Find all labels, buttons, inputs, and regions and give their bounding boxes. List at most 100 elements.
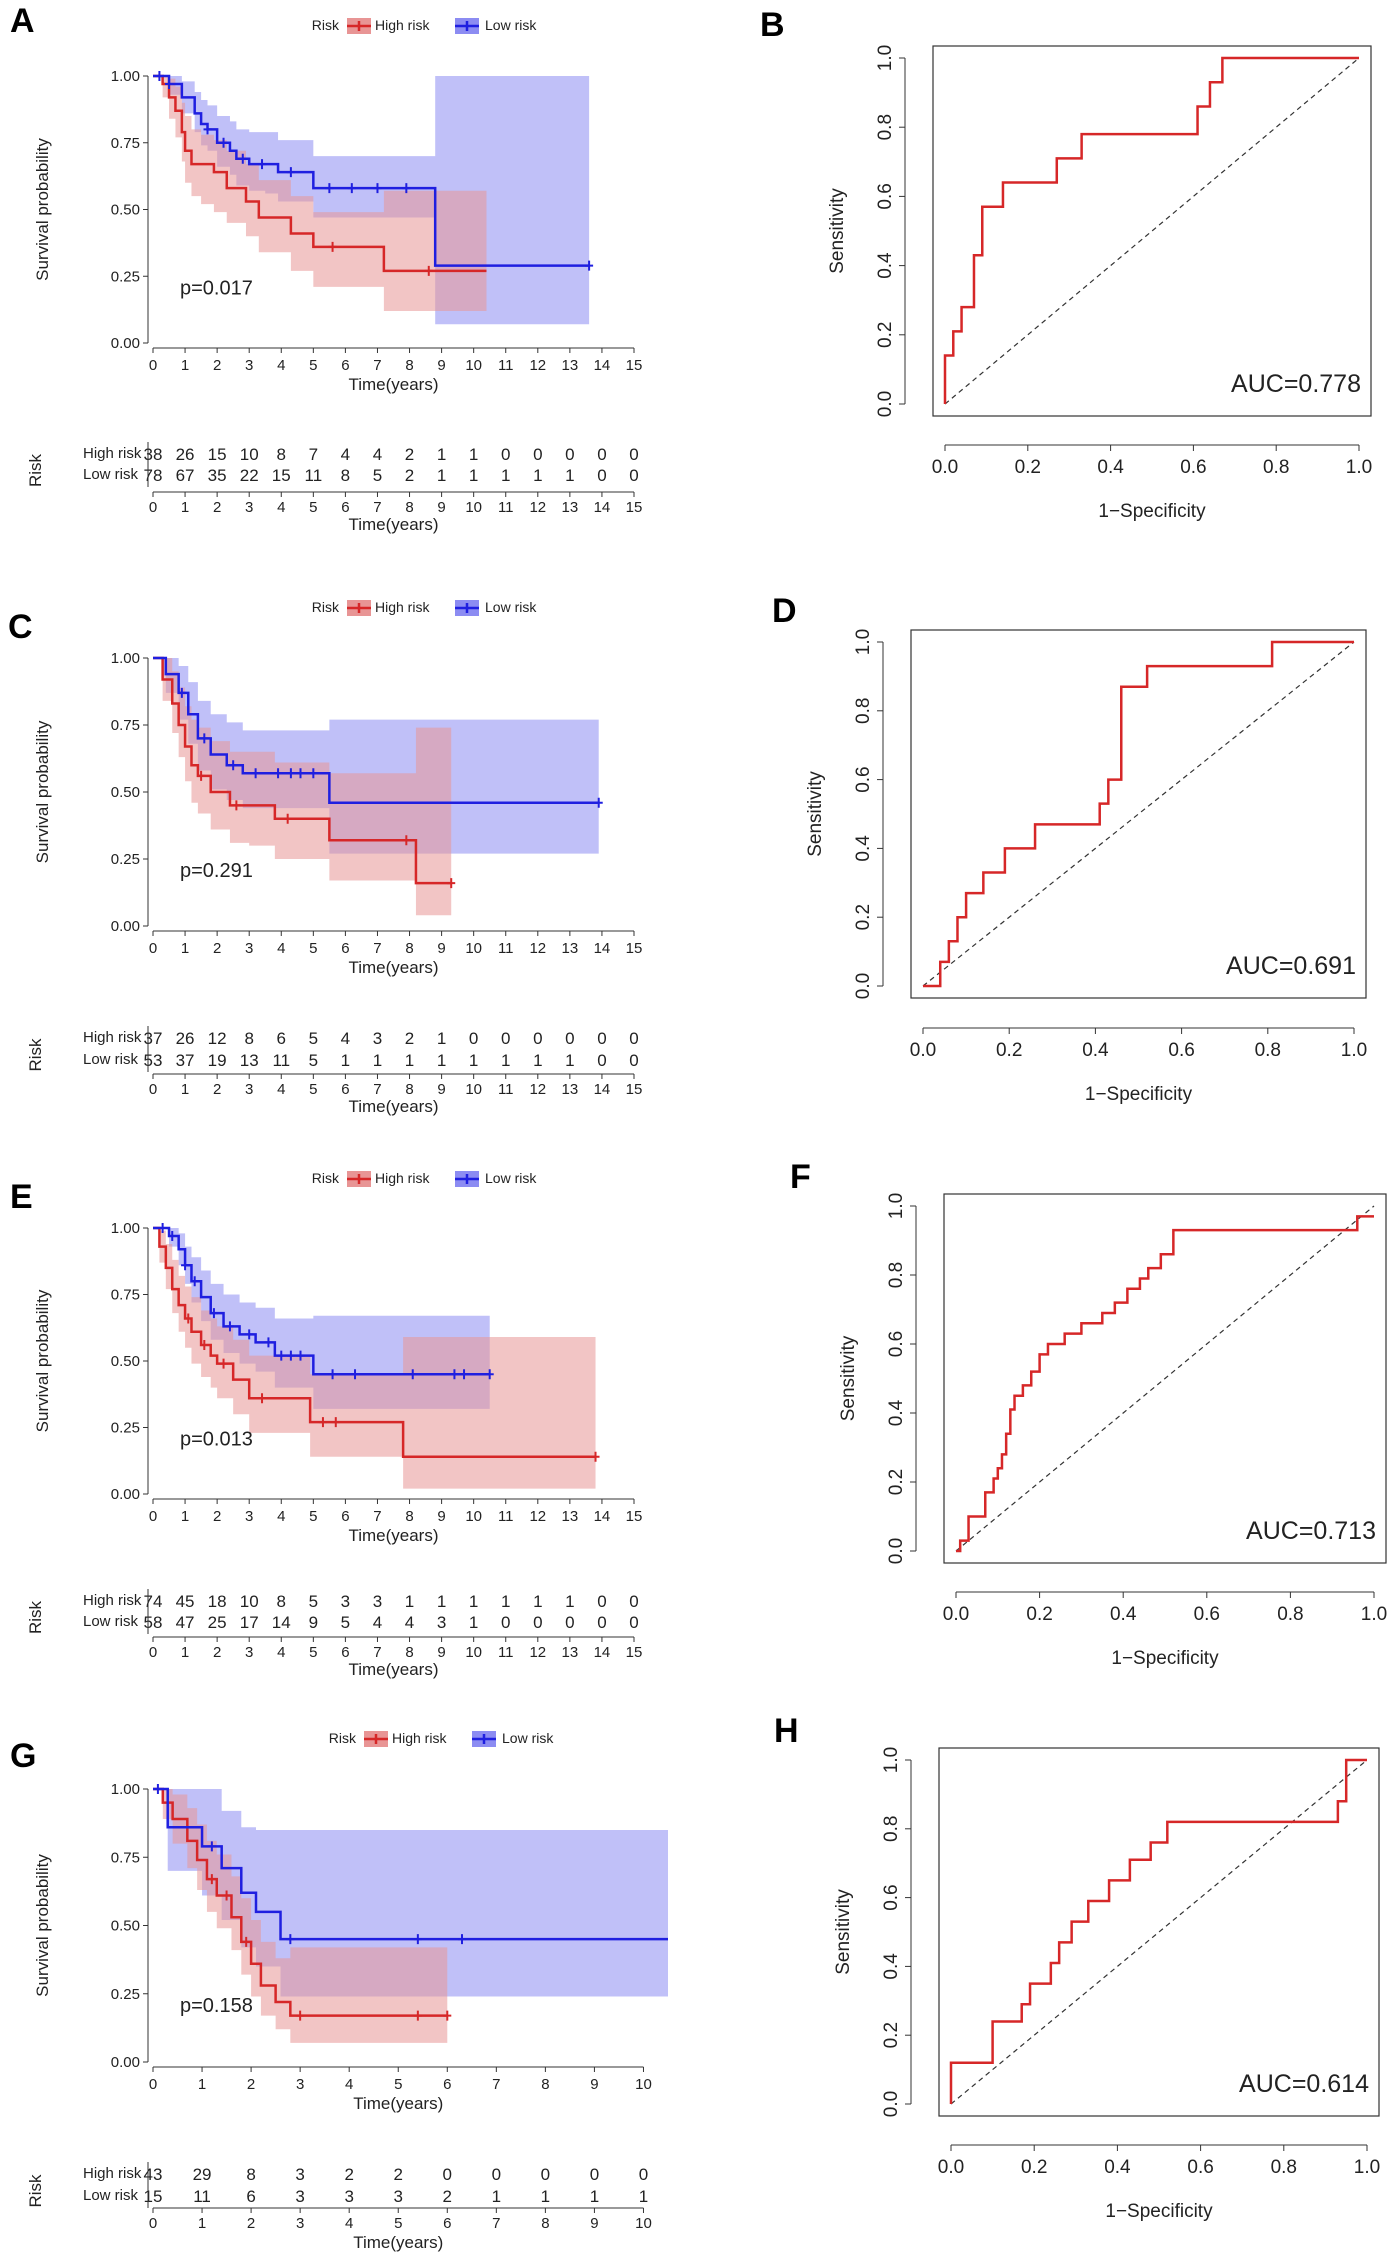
plot-frame	[932, 45, 1372, 417]
y-axis-title: Survival probability	[33, 720, 52, 863]
x-tick-label: 0.6	[1187, 2157, 1213, 2178]
risk-table-x-tick-label: 10	[465, 1081, 482, 1098]
censor-mark	[207, 1874, 216, 1885]
censor-mark	[274, 768, 283, 779]
risk-table-x-tick-label: 14	[594, 1081, 611, 1098]
x-tick-label: 0.8	[1263, 457, 1289, 478]
risk-table-x-tick-label: 3	[245, 1081, 253, 1098]
x-tick-label: 1.0	[1354, 2157, 1380, 2178]
x-tick-label: 15	[626, 357, 643, 374]
x-tick-label: 0.2	[1026, 1604, 1052, 1625]
censor-mark	[197, 770, 206, 781]
y-tick-label: 1.0	[886, 1193, 907, 1219]
censor-mark	[222, 1890, 231, 1901]
y-tick-label: 1.0	[853, 629, 874, 655]
risk-count-high: 38	[144, 445, 163, 464]
censor-mark	[190, 1276, 199, 1287]
censor-mark	[200, 733, 209, 744]
censor-mark	[347, 183, 356, 194]
risk-count-low: 5	[341, 1613, 350, 1632]
censor-mark	[181, 1260, 190, 1271]
x-axis-title: 1−Specificity	[1105, 2201, 1213, 2222]
censor-mark	[242, 1936, 251, 1947]
risk-count-low: 1	[341, 1051, 350, 1070]
y-tick-label: 0.25	[111, 1986, 140, 2003]
risk-table-high-label: High risk	[83, 2165, 142, 2182]
censor-mark	[177, 687, 186, 698]
risk-table-x-tick-label: 15	[626, 499, 643, 516]
risk-table-x-tick-label: 13	[562, 1081, 579, 1098]
risk-table-x-tick-label: 5	[309, 499, 317, 516]
risk-count-low: 0	[501, 1613, 510, 1632]
censor-mark	[153, 1784, 162, 1794]
censor-mark	[229, 760, 238, 771]
risk-table-x-tick-label: 3	[245, 499, 253, 516]
y-axis-title: Sensitivity	[833, 1889, 854, 1975]
risk-count-low: 22	[240, 466, 259, 485]
y-axis-title: Sensitivity	[827, 188, 848, 274]
risk-count-low: 9	[309, 1613, 318, 1632]
censor-mark	[286, 1350, 295, 1361]
risk-count-low: 15	[272, 466, 291, 485]
risk-table-axis-label: Risk	[26, 1038, 45, 1072]
risk-table-x-tick-label: 1	[181, 1644, 189, 1661]
y-tick-label: 0.25	[111, 851, 140, 868]
legend-low-label: Low risk	[485, 1170, 537, 1186]
y-tick-label: 0.2	[881, 2022, 902, 2048]
risk-table-x-tick-label: 7	[373, 1081, 381, 1098]
risk-count-high: 0	[629, 1029, 638, 1048]
legend-title: Risk	[312, 1170, 340, 1186]
legend-low-label: Low risk	[485, 17, 537, 33]
x-tick-label: 9	[437, 940, 445, 957]
risk-count-low: 0	[565, 1613, 574, 1632]
x-tick-label: 0.6	[1180, 457, 1206, 478]
x-tick-label: 0.4	[1104, 2157, 1131, 2178]
y-tick-label: 0.0	[886, 1538, 907, 1564]
risk-table-x-tick-label: 5	[309, 1081, 317, 1098]
x-tick-label: 8	[405, 1508, 413, 1525]
risk-count-high: 45	[176, 1592, 195, 1611]
x-tick-label: 9	[590, 2076, 598, 2093]
x-tick-label: 12	[529, 1508, 546, 1525]
risk-count-low: 1	[437, 1051, 446, 1070]
censor-mark	[460, 1369, 469, 1380]
x-tick-label: 0.4	[1097, 457, 1124, 478]
x-tick-label: 1	[181, 357, 189, 374]
risk-count-high: 2	[405, 445, 414, 464]
legend-high-label: High risk	[375, 1170, 430, 1186]
risk-count-high: 0	[533, 445, 542, 464]
roc-curve	[949, 1758, 1367, 2104]
x-tick-label: 0.6	[1168, 1040, 1194, 1061]
risk-count-low: 1	[437, 466, 446, 485]
risk-count-high: 3	[341, 1592, 350, 1611]
risk-table-x-tick-label: 0	[149, 1644, 157, 1661]
x-axis-title: 1−Specificity	[1085, 1084, 1193, 1105]
y-tick-label: 1.00	[111, 1781, 140, 1798]
risk-table-x-tick-label: 6	[341, 1081, 349, 1098]
risk-table-x-tick-label: 4	[277, 499, 285, 516]
legend: Risk High risk Low risk	[312, 599, 537, 616]
risk-table-x-tick-label: 7	[492, 2215, 500, 2232]
risk-table-x-tick-label: 4	[345, 2215, 353, 2232]
x-tick-label: 6	[341, 1508, 349, 1525]
low-risk-curve	[153, 1226, 490, 1376]
risk-table-x-title: Time(years)	[353, 2233, 443, 2252]
risk-table-x-tick-label: 10	[465, 499, 482, 516]
risk-table-x-tick-label: 6	[443, 2215, 451, 2232]
roc-curve	[956, 1215, 1374, 1553]
risk-count-low: 37	[176, 1051, 195, 1070]
x-tick-label: 4	[277, 357, 285, 374]
censor-mark	[296, 1350, 305, 1361]
y-tick-label: 0.4	[881, 1953, 902, 1980]
risk-count-high: 1	[469, 445, 478, 464]
censor-mark	[286, 1934, 295, 1945]
x-tick-label: 0	[149, 357, 157, 374]
censor-mark	[258, 159, 267, 170]
risk-count-high: 0	[597, 445, 606, 464]
x-tick-label: 12	[529, 357, 546, 374]
x-tick-label: 13	[562, 357, 579, 374]
x-axis-title: Time(years)	[353, 2094, 443, 2113]
